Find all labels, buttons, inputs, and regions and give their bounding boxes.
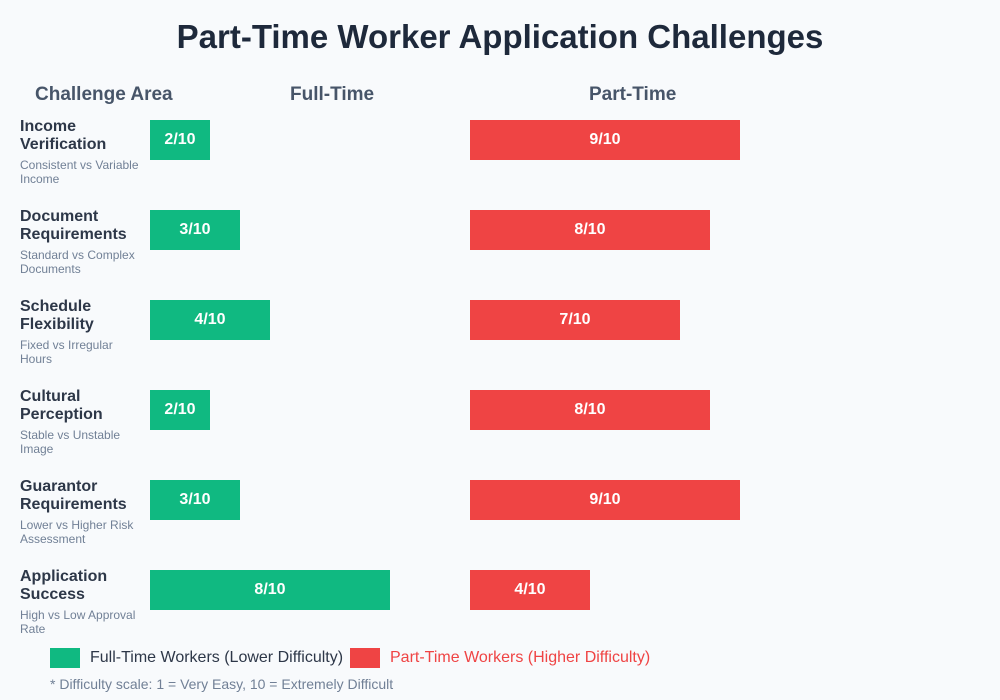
category-label-group: Guarantor Requirements Lower vs Higher Ri… bbox=[20, 478, 144, 546]
bar-value-label: 2/10 bbox=[164, 401, 196, 418]
header-challenge-area: Challenge Area bbox=[35, 84, 173, 105]
part-time-bar: 9/10 bbox=[470, 120, 740, 160]
legend-label-full-time: Full-Time Workers (Lower Difficulty) bbox=[90, 649, 344, 666]
category-label-group: Income Verification Consistent vs Variabl… bbox=[20, 118, 144, 186]
category-sublabel: Fixed vs Irregular Hours bbox=[20, 338, 113, 366]
bar-value-label: 3/10 bbox=[179, 221, 211, 238]
category-sublabel: Stable vs Unstable Image bbox=[20, 428, 121, 456]
header-part-time: Part-Time bbox=[589, 84, 677, 105]
category-label: Income Verification bbox=[20, 118, 107, 153]
full-time-bar: 3/10 bbox=[150, 480, 240, 520]
full-time-bar: 8/10 bbox=[150, 570, 390, 610]
bar-value-label: 9/10 bbox=[589, 491, 621, 508]
category-label-group: Schedule Flexibility Fixed vs Irregular H… bbox=[20, 298, 144, 366]
bar-value-label: 8/10 bbox=[254, 581, 286, 598]
bar-value-label: 8/10 bbox=[574, 221, 606, 238]
category-label: Document Requirements bbox=[20, 208, 127, 243]
bar-value-label: 4/10 bbox=[514, 581, 546, 598]
part-time-bar: 4/10 bbox=[470, 570, 590, 610]
category-sublabel: High vs Low Approval Rate bbox=[20, 608, 136, 636]
category-label: Application Success bbox=[20, 568, 108, 603]
full-time-bar: 2/10 bbox=[150, 120, 210, 160]
category-label-group: Cultural Perception Stable vs Unstable Im… bbox=[20, 388, 144, 456]
category-label-group: Application Success High vs Low Approval … bbox=[20, 568, 144, 636]
part-time-bar: 7/10 bbox=[470, 300, 680, 340]
bar-value-label: 2/10 bbox=[164, 131, 196, 148]
full-time-bar: 2/10 bbox=[150, 390, 210, 430]
category-label: Guarantor Requirements bbox=[20, 478, 127, 513]
category-label-group: Document Requirements Standard vs Complex… bbox=[20, 208, 144, 276]
category-label: Cultural Perception bbox=[20, 388, 103, 423]
legend-swatch-full-time bbox=[50, 648, 80, 668]
part-time-bar: 8/10 bbox=[470, 390, 710, 430]
chart-title: Part-Time Worker Application Challenges bbox=[176, 18, 824, 55]
bar-value-label: 9/10 bbox=[589, 131, 621, 148]
full-time-bar: 3/10 bbox=[150, 210, 240, 250]
legend-swatch-part-time bbox=[350, 648, 380, 668]
bar-value-label: 7/10 bbox=[559, 311, 591, 328]
legend-label-part-time: Part-Time Workers (Higher Difficulty) bbox=[390, 649, 651, 666]
full-time-bar: 4/10 bbox=[150, 300, 270, 340]
bar-value-label: 4/10 bbox=[194, 311, 226, 328]
footnote: * Difficulty scale: 1 = Very Easy, 10 = … bbox=[50, 676, 394, 692]
category-sublabel: Consistent vs Variable Income bbox=[20, 158, 139, 186]
category-label: Schedule Flexibility bbox=[20, 298, 94, 333]
bar-value-label: 8/10 bbox=[574, 401, 606, 418]
header-full-time: Full-Time bbox=[290, 84, 375, 105]
bar-value-label: 3/10 bbox=[179, 491, 211, 508]
category-sublabel: Standard vs Complex Documents bbox=[20, 248, 135, 276]
category-sublabel: Lower vs Higher Risk Assessment bbox=[20, 518, 134, 546]
part-time-bar: 9/10 bbox=[470, 480, 740, 520]
part-time-bar: 8/10 bbox=[470, 210, 710, 250]
